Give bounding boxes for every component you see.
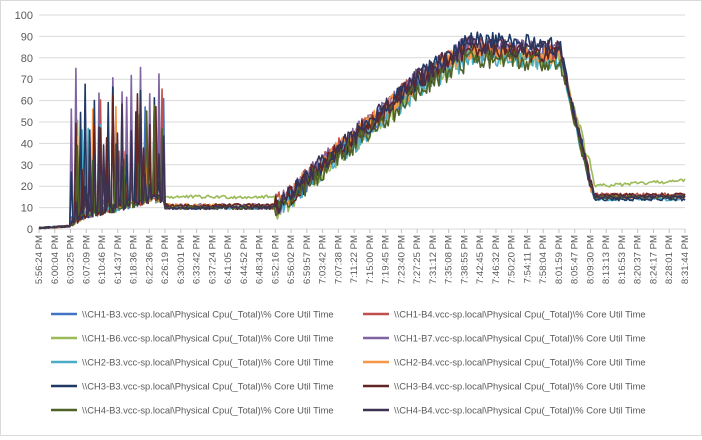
x-tick-label: 7:23:40 PM (396, 235, 407, 284)
x-tick-label: 8:31:44 PM (680, 235, 691, 284)
x-tick-label: 7:07:38 PM (333, 235, 344, 284)
x-tick-label: 6:41:05 PM (223, 235, 234, 284)
x-tick-label: 6:59:57 PM (302, 235, 313, 284)
x-tick-label: 6:03:25 PM (66, 235, 77, 284)
y-tick-label: 10 (21, 203, 33, 215)
y-tick-label: 30 (21, 160, 33, 172)
legend: \\CH1-B3.vcc-sp.local\Physical Cpu(_Tota… (51, 309, 646, 416)
x-tick-label: 6:18:36 PM (129, 235, 140, 284)
x-tick-label: 7:58:04 PM (538, 235, 549, 284)
y-tick-label: 70 (21, 74, 33, 86)
x-tick-label: 7:35:08 PM (444, 235, 455, 284)
legend-label: \\CH1-B7.vcc-sp.local\Physical Cpu(_Tota… (394, 333, 646, 344)
y-tick-label: 80 (21, 53, 33, 65)
legend-label: \\CH2-B3.vcc-sp.local\Physical Cpu(_Tota… (82, 357, 334, 368)
x-tick-label: 8:09:30 PM (585, 235, 596, 284)
y-tick-label: 90 (21, 31, 33, 43)
x-tick-label: 6:33:42 PM (192, 235, 203, 284)
x-tick-label: 6:37:24 PM (207, 235, 218, 284)
x-tick-label: 6:30:01 PM (176, 235, 187, 284)
x-axis: 5:56:24 PM 6:00:04 PM 6:03:25 PM 6:07:09 PM… (34, 229, 691, 284)
x-tick-label: 7:50:20 PM (507, 235, 518, 284)
x-tick-label: 6:48:34 PM (255, 235, 266, 284)
x-tick-label: 6:56:02 PM (286, 235, 297, 284)
y-tick-label: 50 (21, 117, 33, 129)
x-tick-label: 7:38:55 PM (459, 235, 470, 284)
x-tick-label: 5:56:24 PM (34, 235, 45, 284)
x-tick-label: 8:20:37 PM (633, 235, 644, 284)
legend-label: \\CH3-B4.vcc-sp.local\Physical Cpu(_Tota… (394, 381, 646, 392)
series-line-10 (38, 35, 686, 230)
x-tick-label: 7:27:25 PM (412, 235, 423, 284)
y-tick-label: 100 (15, 10, 33, 22)
x-tick-label: 7:11:22 PM (349, 235, 360, 283)
x-tick-label: 8:28:01 PM (664, 235, 675, 284)
x-tick-label: 8:05:47 PM (570, 235, 581, 284)
y-tick-label: 0 (27, 224, 33, 236)
x-tick-label: 7:19:45 PM (381, 235, 392, 284)
x-tick-label: 7:03:42 PM (318, 235, 329, 284)
legend-label: \\CH3-B3.vcc-sp.local\Physical Cpu(_Tota… (82, 381, 334, 392)
x-tick-label: 6:44:52 PM (239, 235, 250, 284)
legend-label: \\CH1-B4.vcc-sp.local\Physical Cpu(_Tota… (394, 309, 646, 320)
x-tick-label: 7:31:12 PM (428, 235, 439, 284)
x-tick-label: 7:15:00 PM (365, 235, 376, 284)
x-tick-label: 6:14:37 PM (113, 235, 124, 284)
x-tick-label: 6:52:16 PM (270, 235, 281, 284)
legend-label: \\CH1-B6.vcc-sp.local\Physical Cpu(_Tota… (82, 333, 334, 344)
x-tick-label: 6:07:09 PM (81, 235, 92, 284)
y-tick-label: 20 (21, 181, 33, 193)
legend-label: \\CH1-B3.vcc-sp.local\Physical Cpu(_Tota… (82, 309, 334, 320)
x-tick-label: 6:22:36 PM (144, 235, 155, 284)
series-lines (38, 31, 686, 230)
y-axis: 0 10 20 30 40 50 60 70 80 90 100 (15, 10, 33, 236)
x-tick-label: 7:54:11 PM (522, 235, 533, 283)
x-tick-label: 8:16:53 PM (617, 235, 628, 284)
x-tick-label: 6:10:46 PM (97, 235, 108, 284)
y-tick-label: 60 (21, 96, 33, 108)
x-tick-label: 8:13:13 PM (601, 235, 612, 284)
y-tick-label: 40 (21, 138, 33, 150)
x-tick-label: 8:24:17 PM (648, 235, 659, 284)
x-tick-label: 7:46:32 PM (491, 235, 502, 284)
legend-label: \\CH2-B4.vcc-sp.local\Physical Cpu(_Tota… (394, 357, 646, 368)
legend-label: \\CH4-B3.vcc-sp.local\Physical Cpu(_Tota… (82, 405, 334, 416)
x-tick-label: 8:01:59 PM (554, 235, 565, 284)
x-tick-label: 6:26:19 PM (160, 235, 171, 284)
x-tick-label: 6:00:04 PM (50, 235, 61, 284)
legend-label: \\CH4-B4.vcc-sp.local\Physical Cpu(_Tota… (394, 405, 646, 416)
x-tick-label: 7:42:45 PM (475, 235, 486, 284)
